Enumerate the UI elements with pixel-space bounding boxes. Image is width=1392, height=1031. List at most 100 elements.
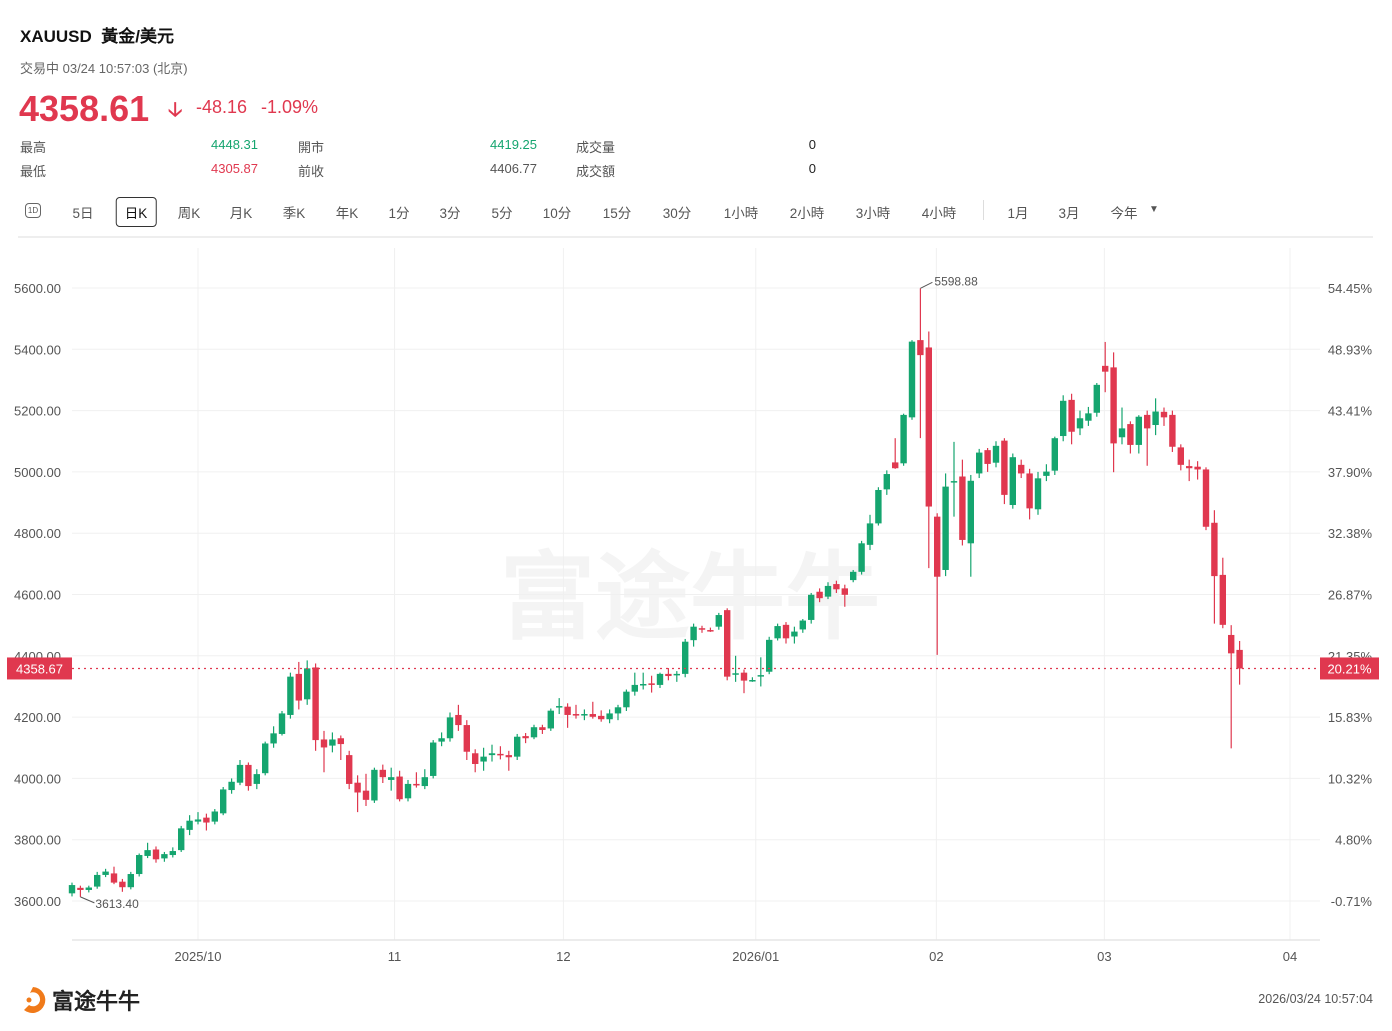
candle-up [900, 414, 907, 464]
candle-down [337, 738, 344, 745]
min-annotation: 3613.40 [95, 897, 139, 911]
candle-down [598, 715, 605, 720]
candle-down [665, 673, 672, 677]
candle-up [631, 684, 638, 692]
pct-tick-label: 4.80% [1335, 833, 1372, 848]
y-tick-label: 5200.00 [14, 404, 61, 419]
candle-up [186, 820, 193, 830]
candle-down [1068, 399, 1075, 432]
brand-logo: 富途牛牛 [18, 984, 140, 1016]
candle-up [547, 710, 554, 729]
candle-down [724, 610, 731, 677]
tab-30min[interactable]: 30分 [662, 206, 692, 221]
candle-up [824, 585, 832, 597]
candle-down [1110, 367, 1117, 444]
stat-label-open: 開市 [298, 140, 325, 155]
tab-monthly-k[interactable]: 月K [229, 206, 253, 221]
range-ytd[interactable]: 今年 [1110, 206, 1138, 221]
current-price-label: 4358.67 [16, 661, 63, 676]
candle-up [304, 668, 311, 700]
candle-up [682, 641, 689, 674]
y-tick-label: 3800.00 [14, 833, 61, 848]
candle-up [421, 777, 428, 787]
tab-daily-k[interactable]: 日K [115, 197, 157, 227]
tab-1hour[interactable]: 1小時 [723, 206, 759, 221]
candle-down [346, 755, 353, 784]
intraday-1d-button[interactable]: 1D [25, 203, 41, 218]
candle-up [178, 828, 185, 851]
price-change: -48.16 [196, 97, 248, 117]
candle-down [1018, 464, 1025, 474]
candle-up [371, 769, 378, 801]
candle-up [606, 713, 613, 720]
tab-weekly-k[interactable]: 周K [177, 206, 201, 221]
toolbar-separator [18, 236, 1373, 238]
candle-down [320, 739, 328, 748]
candle-down [379, 769, 386, 778]
candle-up [1051, 438, 1058, 471]
tab-5d[interactable]: 5日 [72, 206, 94, 221]
candle-down [110, 873, 118, 883]
chevron-down-icon[interactable]: ▼ [1149, 204, 1159, 215]
candle-down [362, 790, 370, 800]
candle-up [169, 851, 176, 856]
pct-tick-label: 37.90% [1328, 465, 1373, 480]
candle-up [404, 783, 412, 799]
candle-up [866, 523, 874, 545]
candle-up [236, 764, 244, 783]
candle-up [950, 481, 958, 483]
candle-down [1236, 649, 1243, 669]
tab-quarterly-k[interactable]: 季K [282, 206, 306, 221]
page-title: XAUUSD 黃金/美元 [20, 27, 174, 46]
tab-5min[interactable]: 5分 [491, 206, 513, 221]
candle-up [270, 733, 277, 744]
tab-1min[interactable]: 1分 [388, 206, 410, 221]
pct-tick-label: -0.71% [1331, 894, 1373, 909]
candle-up [976, 452, 983, 474]
pct-tick-label: 26.87% [1328, 588, 1373, 603]
max-annotation-line [920, 281, 933, 289]
candle-down [455, 714, 462, 726]
candle-up [992, 445, 1000, 463]
range-3month[interactable]: 3月 [1058, 206, 1080, 221]
price-change-percent: -1.09% [261, 97, 319, 117]
candle-up [757, 675, 764, 677]
candle-up [774, 626, 781, 639]
pct-tick-label: 48.93% [1328, 342, 1373, 357]
tab-15min[interactable]: 15分 [602, 206, 632, 221]
candle-up [799, 620, 806, 630]
candle-up [329, 739, 336, 746]
candle-down [245, 764, 252, 787]
candle-up [875, 489, 882, 524]
candle-up [220, 789, 227, 814]
candle-down [522, 736, 529, 739]
pct-tick-label: 10.32% [1328, 771, 1373, 786]
stat-value-high: 4448.31 [211, 137, 258, 152]
candle-down [648, 683, 655, 685]
watermark: 富途牛牛 [500, 543, 880, 653]
candle-up [858, 543, 865, 572]
stat-value-prev-close: 4406.77 [490, 161, 537, 176]
stat-label-low: 最低 [20, 164, 47, 179]
candle-up [1034, 478, 1042, 510]
candle-down [396, 776, 403, 800]
candle-up [144, 850, 151, 856]
candle-up [480, 756, 487, 762]
stat-label-turnover: 成交額 [576, 164, 616, 179]
candle-down [312, 667, 319, 741]
tab-3min[interactable]: 3分 [439, 206, 461, 221]
candle-down [589, 714, 596, 717]
max-annotation: 5598.88 [934, 274, 978, 288]
tab-10min[interactable]: 10分 [542, 206, 572, 221]
candle-down [119, 881, 126, 888]
pct-tick-label: 43.41% [1328, 404, 1373, 419]
range-1month[interactable]: 1月 [1007, 206, 1029, 221]
tab-3hour[interactable]: 3小時 [855, 206, 891, 221]
tab-4hour[interactable]: 4小時 [921, 206, 957, 221]
y-tick-label: 5600.00 [14, 281, 61, 296]
tab-2hour[interactable]: 2小時 [789, 206, 825, 221]
tab-yearly-k[interactable]: 年K [335, 206, 359, 221]
candle-up [656, 673, 664, 685]
futu-logo-icon [24, 987, 46, 1013]
